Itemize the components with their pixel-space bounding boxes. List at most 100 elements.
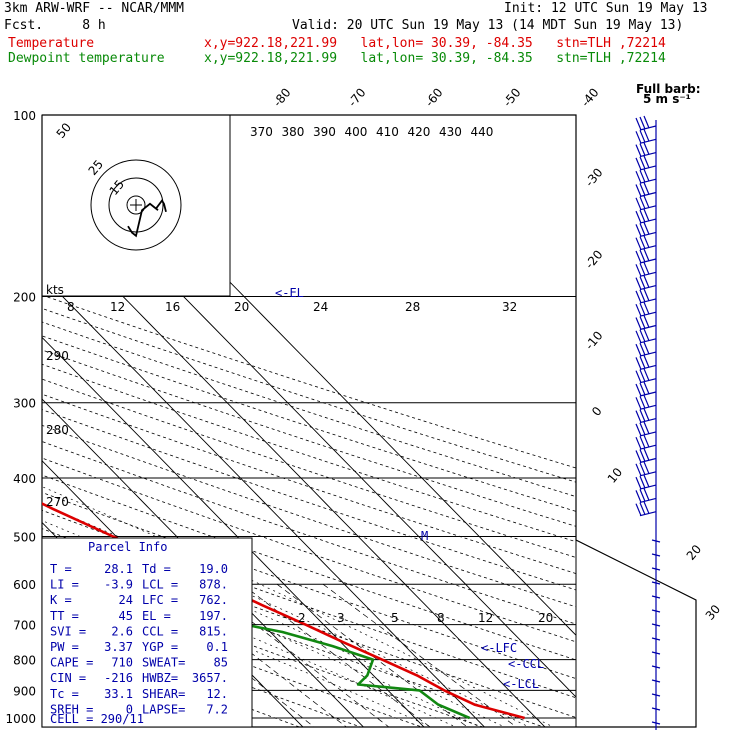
wind-barb-flag (635, 290, 642, 304)
wind-barb-flag (639, 382, 646, 396)
wind-barb-shaft (639, 152, 657, 158)
mixing-ratio-label: 20 (538, 611, 553, 625)
isotherm-label: 0 (589, 404, 605, 419)
pressure-label: 1000 (5, 712, 36, 726)
wind-barb-flag (635, 357, 642, 370)
forecast-hour: Fcst. 8 h (4, 18, 106, 33)
mixing-ratio-line (276, 583, 468, 727)
isotherm-label: 20 (684, 542, 705, 563)
wind-barb-flag (643, 235, 650, 248)
wind-barb (635, 235, 657, 251)
wind-barb (635, 328, 657, 344)
wind-barb-shaft (639, 218, 657, 224)
parcel-row-value: 45 (119, 609, 133, 623)
lfc-marker: <-LFC (481, 641, 517, 655)
parcel-row-key: LI = (50, 578, 79, 592)
parcel-row-key: CIN = (50, 671, 86, 685)
wind-barb-shaft (639, 311, 657, 317)
wind-barb-shaft (639, 271, 657, 277)
pressure-label: 400 (13, 472, 36, 486)
temperature-legend-label: Temperature (8, 36, 95, 51)
dry-adiabat-line (42, 457, 576, 643)
parcel-row-key: SHEAR= (142, 687, 185, 701)
dry-adiabat-line (42, 307, 576, 483)
wind-barb-flag (635, 131, 642, 144)
wind-barb (635, 355, 657, 370)
mixing-ratio-label: 5 (391, 611, 399, 625)
wind-barb (635, 381, 657, 397)
wind-barb-flag (639, 422, 646, 436)
theta-label: 440 (471, 125, 494, 139)
parcel-row-value: 710 (111, 656, 133, 670)
isotherm-label: -20 (582, 247, 605, 271)
wind-barb-flag (635, 184, 642, 197)
isotherm-label: -50 (500, 85, 523, 109)
wind-barb-tick (651, 581, 661, 585)
parcel-row-value: 197. (199, 609, 228, 623)
parcel-row-value: 28.1 (104, 562, 133, 576)
parcel-row-value: 7.2 (206, 702, 228, 716)
wind-barb (635, 488, 657, 503)
wind-barb-shaft (639, 191, 657, 198)
wind-barb-shaft (639, 511, 657, 517)
wind-barb-shaft (639, 231, 657, 237)
wind-barb-flag (643, 501, 650, 514)
wind-barb-flag (643, 129, 650, 142)
parcel-row-key: SWEAT= (142, 656, 185, 670)
wind-barb-flag (635, 157, 642, 171)
parcel-row-value: 85 (214, 656, 228, 670)
dewpoint-location-info: x,y=922.18,221.99 lat,lon= 30.39, -84.35… (204, 51, 666, 66)
wind-barb-shaft (639, 404, 657, 410)
wind-barb-flag (643, 222, 650, 235)
wind-barb-flag (635, 436, 642, 450)
wind-barb-flag (635, 463, 642, 477)
mixing-ratio-label: 2 (298, 611, 306, 625)
wind-barb-shaft (639, 378, 657, 384)
pressure-label: 700 (13, 619, 36, 633)
isotherm-line (42, 274, 486, 727)
wind-barb-flag (639, 196, 646, 210)
wind-barb (635, 142, 657, 158)
wind-barb-flag (639, 130, 646, 143)
wind-barb-flag (639, 263, 646, 276)
wind-barb-flag (639, 396, 646, 409)
hodograph-speed-label: 32 (502, 300, 517, 314)
wind-barb-flag (643, 208, 650, 222)
wind-barb-flag (639, 223, 646, 236)
wind-barb (635, 275, 657, 291)
wind-barb-flag (643, 381, 650, 395)
wind-barb (635, 168, 657, 184)
parcel-row-value: 878. (199, 578, 228, 592)
mixing-ratio-line (163, 583, 347, 727)
isotherm-label: 30 (703, 602, 724, 623)
parcel-row-key: CCL = (142, 624, 178, 638)
wind-barb-flag (635, 330, 642, 344)
wind-barb-shaft (639, 285, 657, 291)
wind-barb-flag (643, 408, 650, 421)
model-title: 3km ARW-WRF -- NCAR/MMM (4, 1, 185, 16)
isotherm-label: 10 (605, 465, 626, 486)
parcel-row-value: 2.6 (111, 624, 133, 638)
wind-barb-flag (635, 117, 642, 131)
wind-barb-flag (643, 155, 650, 169)
wind-barb-flag (635, 370, 642, 383)
wind-barb-flag (639, 502, 646, 515)
wind-barb (635, 248, 657, 264)
wind-barb-flag (639, 209, 646, 223)
wind-barb-flag (643, 474, 650, 488)
wind-barb-tick (651, 707, 661, 711)
wind-barb-shaft (639, 324, 657, 331)
isotherm-label: -80 (270, 85, 293, 109)
wind-barb-flag (643, 275, 650, 288)
wind-barb-flag (639, 356, 646, 369)
theta-label: 410 (376, 125, 399, 139)
theta-label: 370 (250, 125, 273, 139)
wind-barb-flag (639, 249, 646, 263)
wind-barb-flag (643, 328, 650, 342)
temperature-curve (42, 502, 525, 720)
parcel-row-value: 33.1 (104, 687, 133, 701)
moist-adiabat-line (42, 486, 554, 727)
isotherm-line (65, 115, 576, 636)
wind-barb-tick (651, 721, 661, 725)
init-time: Init: 12 UTC Sun 19 May 13 (504, 1, 708, 16)
